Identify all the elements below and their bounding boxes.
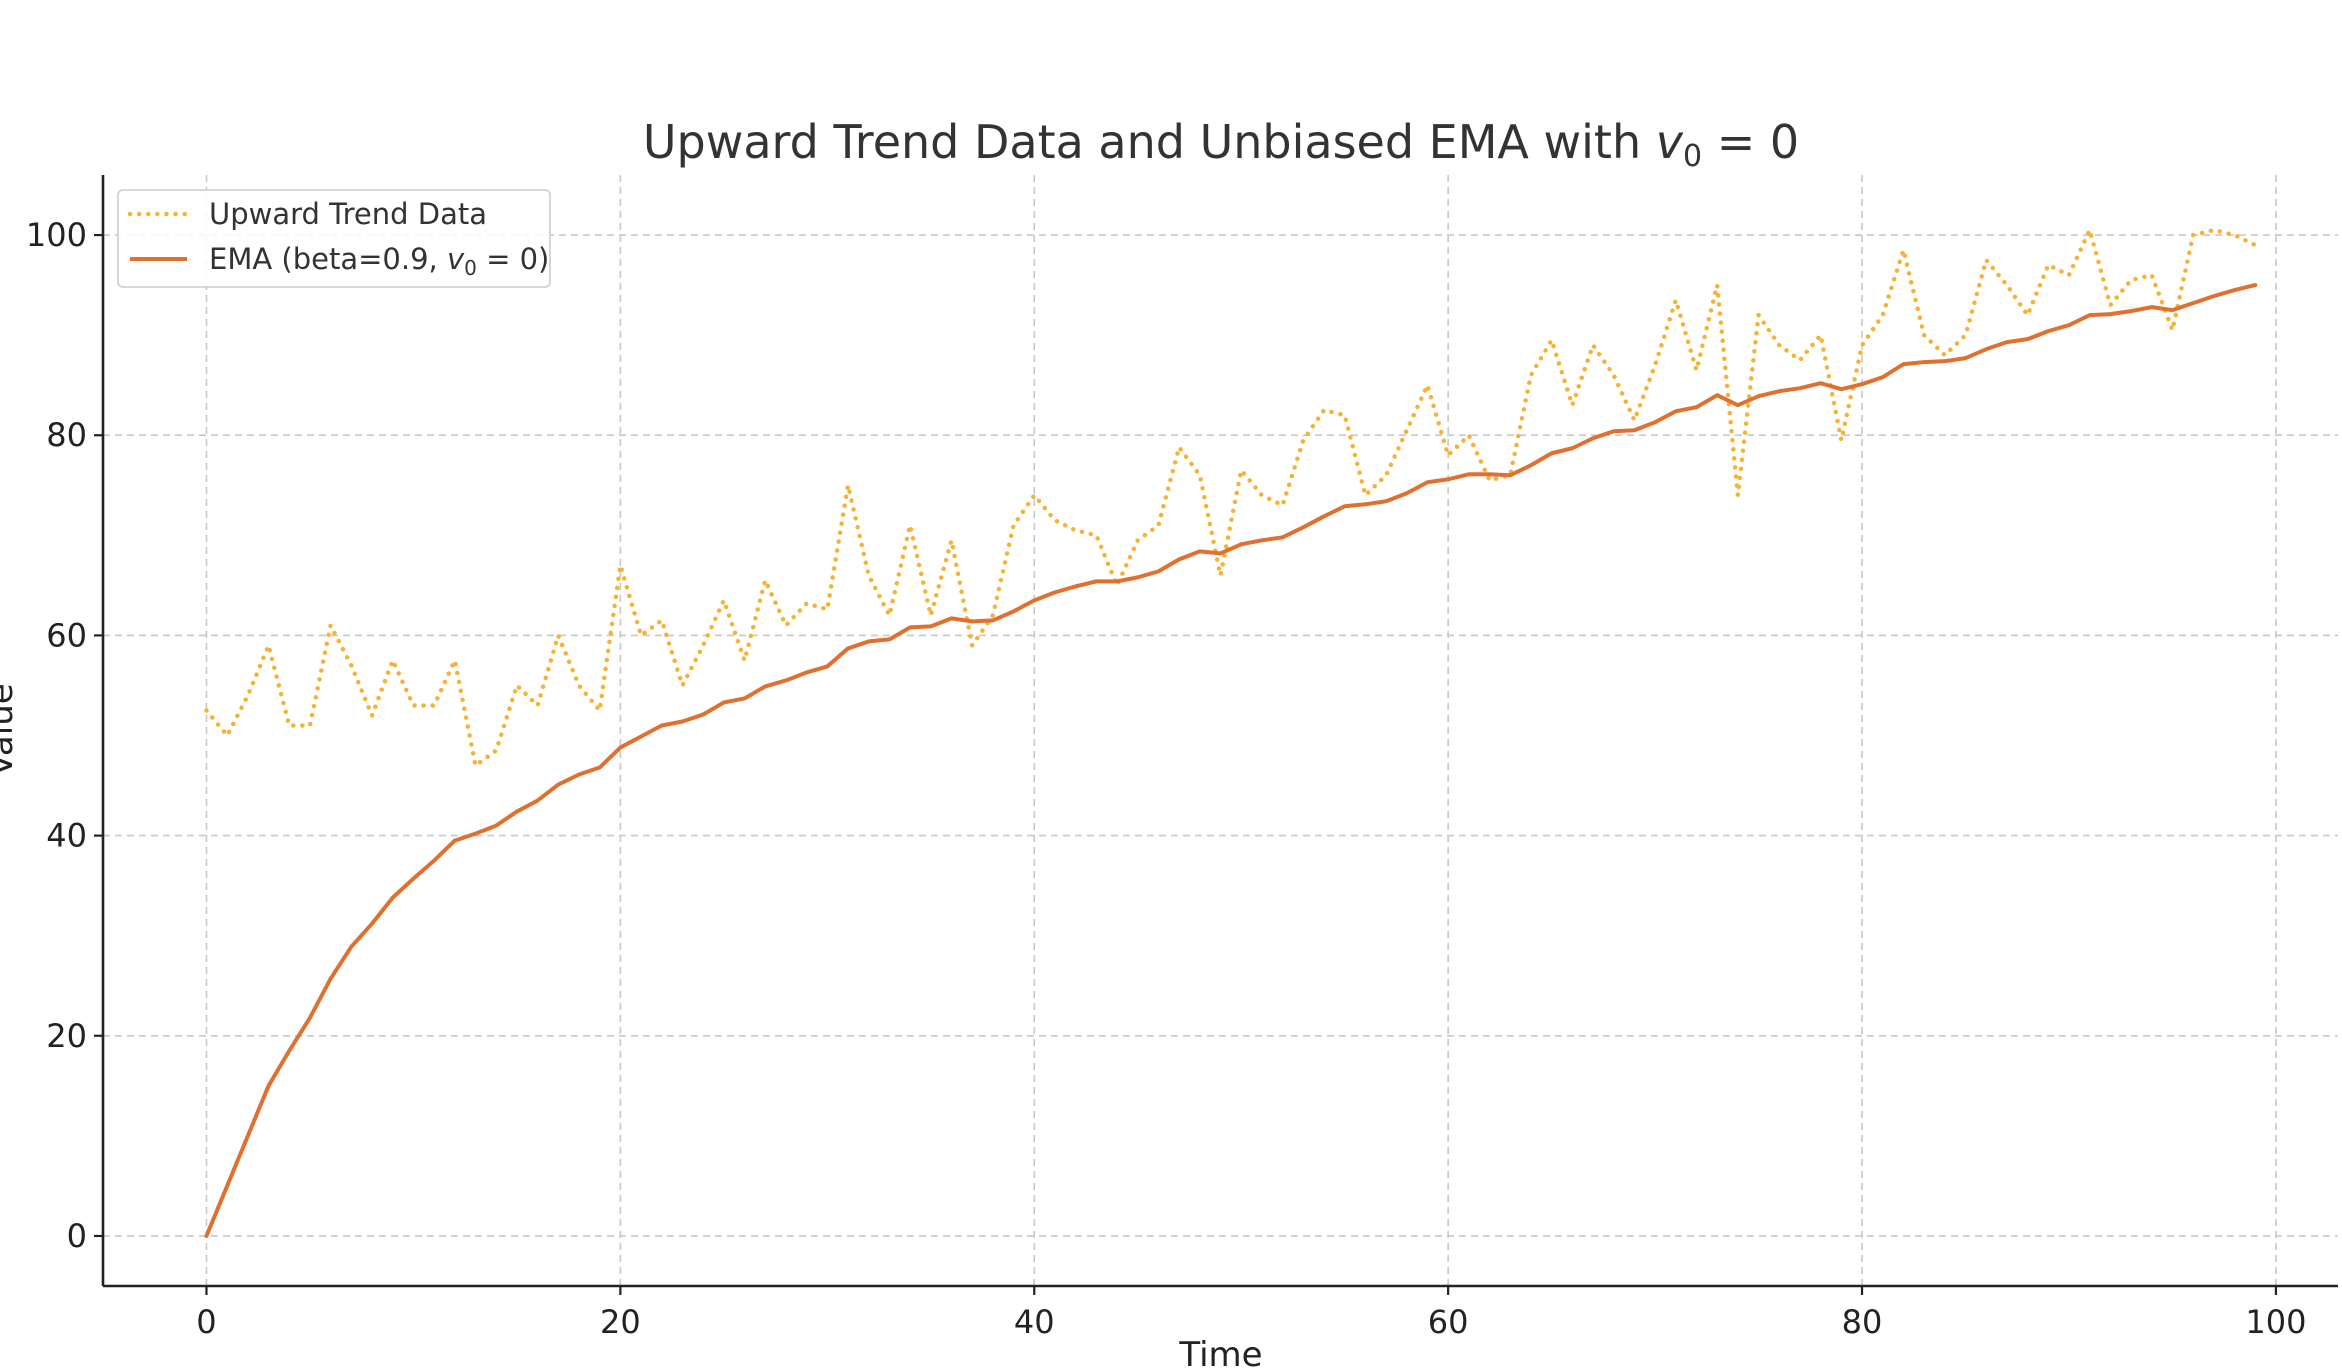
axes-layer: [101, 175, 2338, 1288]
y-tick-label: 80: [46, 416, 87, 454]
y-tick-label: 60: [46, 616, 87, 654]
y-tick-label: 40: [46, 817, 87, 855]
series-line-ema: [204, 283, 2258, 1238]
chart-title: Upward Trend Data and Unbiased EMA with …: [643, 115, 1799, 174]
series-line-upward-trend-data: [204, 227, 2258, 768]
y-tick-label: 0: [67, 1217, 87, 1255]
tick-layer: 0 20 40 60 80 100 0 20 40 60 80 100: [26, 216, 2307, 1341]
x-tick-label: 80: [1842, 1303, 1883, 1341]
x-tick-label: 100: [2245, 1303, 2306, 1341]
x-tick-label: 40: [1014, 1303, 1055, 1341]
x-tick-label: 0: [196, 1303, 216, 1341]
y-tick-label: 20: [46, 1017, 87, 1055]
legend-box: [117, 189, 551, 288]
x-axis-label: Time: [1178, 1335, 1262, 1372]
legend-label-ema: EMA (beta=0.9, v0 = 0): [209, 242, 549, 280]
series-layer: [204, 227, 2258, 1238]
x-tick-label: 60: [1428, 1303, 1469, 1341]
y-axis-label: Value: [0, 683, 21, 776]
legend: Upward Trend Data EMA (beta=0.9, v0 = 0): [117, 189, 551, 288]
y-tick-label: 100: [26, 216, 87, 254]
x-tick-label: 20: [600, 1303, 641, 1341]
legend-label-upward-trend-data: Upward Trend Data: [209, 197, 487, 231]
